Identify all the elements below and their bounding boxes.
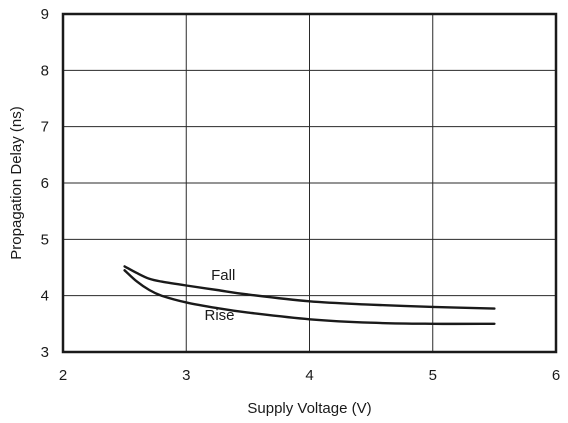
x-tick-label: 5 bbox=[429, 367, 437, 384]
y-tick-label: 5 bbox=[41, 231, 49, 248]
x-tick-label: 2 bbox=[59, 367, 67, 384]
y-tick-label: 4 bbox=[41, 288, 49, 305]
y-tick-label: 7 bbox=[41, 119, 49, 136]
x-tick-label: 4 bbox=[305, 367, 313, 384]
y-tick-label: 3 bbox=[41, 344, 49, 361]
rise-curve bbox=[123, 269, 496, 326]
fall-curve-label: Fall bbox=[211, 267, 235, 284]
plot-curves bbox=[123, 265, 496, 326]
y-axis-title: Propagation Delay (ns) bbox=[8, 106, 25, 259]
y-tick-label: 8 bbox=[41, 62, 49, 79]
grid-lines bbox=[63, 14, 556, 352]
plot-frame bbox=[61, 12, 558, 354]
fall-curve bbox=[123, 265, 496, 310]
x-tick-label: 6 bbox=[552, 367, 560, 384]
rise-curve-label: Rise bbox=[205, 307, 235, 324]
y-tick-label: 9 bbox=[41, 6, 49, 23]
y-tick-label: 6 bbox=[41, 175, 49, 192]
curve-labels: Fall Rise bbox=[205, 267, 236, 324]
x-axis-title: Supply Voltage (V) bbox=[247, 400, 371, 417]
x-tick-label: 3 bbox=[182, 367, 190, 384]
